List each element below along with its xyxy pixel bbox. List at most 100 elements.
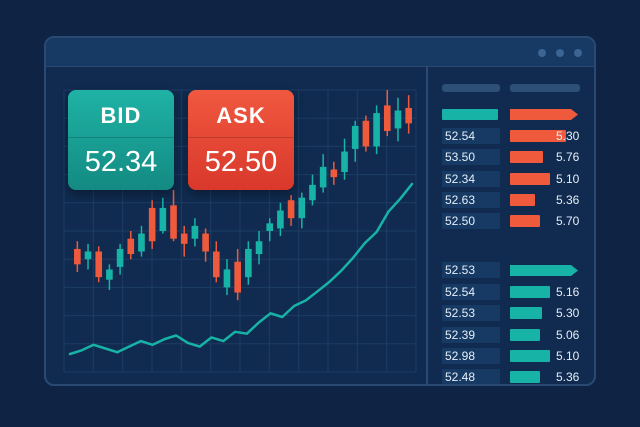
ask-header-depth-bar (510, 109, 578, 120)
bid-header-bar (510, 265, 578, 276)
candlestick-series (74, 90, 412, 301)
order-size: 5.30 (556, 129, 580, 143)
candlestick (212, 241, 220, 283)
order-book: 52.54 5.30 53.50 5.76 52.34 5.10 52.63 5.36 52.5… (428, 66, 594, 384)
order-price: 52.50 (442, 213, 500, 230)
candle-body (234, 261, 241, 293)
candle-body (277, 210, 284, 229)
order-price: 52.53 (442, 305, 500, 322)
bid-row[interactable]: 52.39 5.06 (442, 326, 592, 343)
candle-body (212, 251, 220, 278)
ask-separator (188, 137, 294, 138)
order-size: 5.30 (556, 306, 580, 321)
candlestick (373, 105, 380, 155)
order-size: 5.76 (556, 150, 580, 165)
candlestick (277, 202, 284, 237)
window-control-dot-icon[interactable] (574, 49, 582, 57)
candle-body (148, 207, 156, 242)
candle-body (330, 169, 338, 178)
bid-row[interactable]: 52.98 5.10 (442, 347, 592, 364)
ask-row[interactable]: 52.50 5.70 (442, 213, 592, 230)
panel-divider (426, 66, 428, 384)
candlestick (223, 259, 231, 296)
bid-row[interactable]: 52.48 5.36 (442, 369, 592, 384)
candlestick (245, 241, 252, 285)
candle-body (84, 251, 92, 260)
candlestick (159, 197, 167, 234)
bid-row[interactable]: 52.53 (442, 262, 502, 278)
depth-bar (510, 193, 535, 206)
bid-separator (68, 137, 174, 138)
order-price: 52.39 (442, 326, 500, 343)
order-book-header-price (442, 84, 500, 92)
candle-body (287, 200, 295, 219)
window-control-dot-icon[interactable] (538, 49, 546, 57)
order-size: 5.10 (556, 171, 580, 186)
candlestick (405, 95, 412, 134)
candle-body (383, 105, 391, 132)
ask-row[interactable]: 52.63 5.36 (442, 191, 592, 208)
candle-body (351, 125, 359, 149)
candle-body (319, 166, 327, 188)
candle-body (245, 248, 252, 278)
bid-row[interactable]: 52.53 5.30 (442, 305, 592, 322)
candlestick (298, 192, 306, 229)
candlestick (106, 264, 113, 290)
order-price: 52.98 (442, 347, 500, 364)
order-size: 5.70 (556, 214, 580, 229)
candlestick (191, 218, 199, 247)
order-size: 5.06 (556, 327, 580, 342)
candle-body (116, 248, 124, 267)
order-size: 5.16 (556, 285, 580, 299)
candle-body (138, 233, 145, 252)
ask-row[interactable]: 52.54 5.30 (442, 128, 592, 144)
candlestick (287, 195, 295, 226)
candle-body (223, 269, 231, 288)
candlestick (202, 228, 209, 262)
candlestick (180, 225, 188, 257)
price-trend-line (68, 182, 414, 356)
candlestick (148, 200, 156, 249)
candlestick (170, 189, 177, 242)
bid-price: 52.34 (84, 146, 158, 178)
depth-bar (510, 349, 550, 362)
order-price: 52.34 (442, 170, 500, 187)
bid-row[interactable]: 52.54 5.16 (442, 284, 592, 300)
candlestick (330, 161, 338, 185)
candle-body (298, 197, 306, 219)
candle-body (74, 248, 81, 265)
order-price: 52.53 (442, 262, 500, 278)
candle-body (180, 233, 188, 244)
depth-bar (510, 286, 550, 298)
depth-bar (510, 328, 540, 341)
depth-bar (510, 172, 550, 185)
ask-row[interactable]: 52.34 5.10 (442, 170, 592, 187)
candlestick (266, 218, 274, 242)
order-size: 5.10 (556, 348, 580, 363)
candlestick (116, 243, 124, 275)
ask-label: ASK (216, 103, 266, 128)
candlestick (309, 174, 316, 206)
window-control-dot-icon[interactable] (556, 49, 564, 57)
depth-bar (510, 151, 543, 164)
candle-body (191, 225, 199, 239)
candle-body (127, 238, 135, 255)
candle-body (362, 120, 370, 147)
ask-row[interactable]: 53.50 5.76 (442, 149, 592, 166)
order-price: 53.50 (442, 149, 500, 166)
candle-body (106, 269, 113, 280)
trading-window: BID 52.34 ASK 52.50 52.54 5.30 53.50 5.76 52… (44, 36, 596, 386)
candle-body (405, 107, 412, 124)
candle-body (202, 233, 209, 252)
candlestick (255, 231, 263, 265)
order-book-header-size (510, 84, 580, 92)
ask-price: 52.50 (204, 146, 278, 178)
candle-body (95, 251, 103, 278)
bid-quote-card[interactable]: BID 52.34 (68, 90, 174, 190)
order-size: 5.36 (556, 192, 580, 207)
depth-bar (510, 215, 540, 228)
candle-body (266, 223, 274, 231)
candle-body (170, 205, 177, 239)
candlestick (362, 115, 370, 152)
ask-quote-card[interactable]: ASK 52.50 (188, 90, 294, 190)
